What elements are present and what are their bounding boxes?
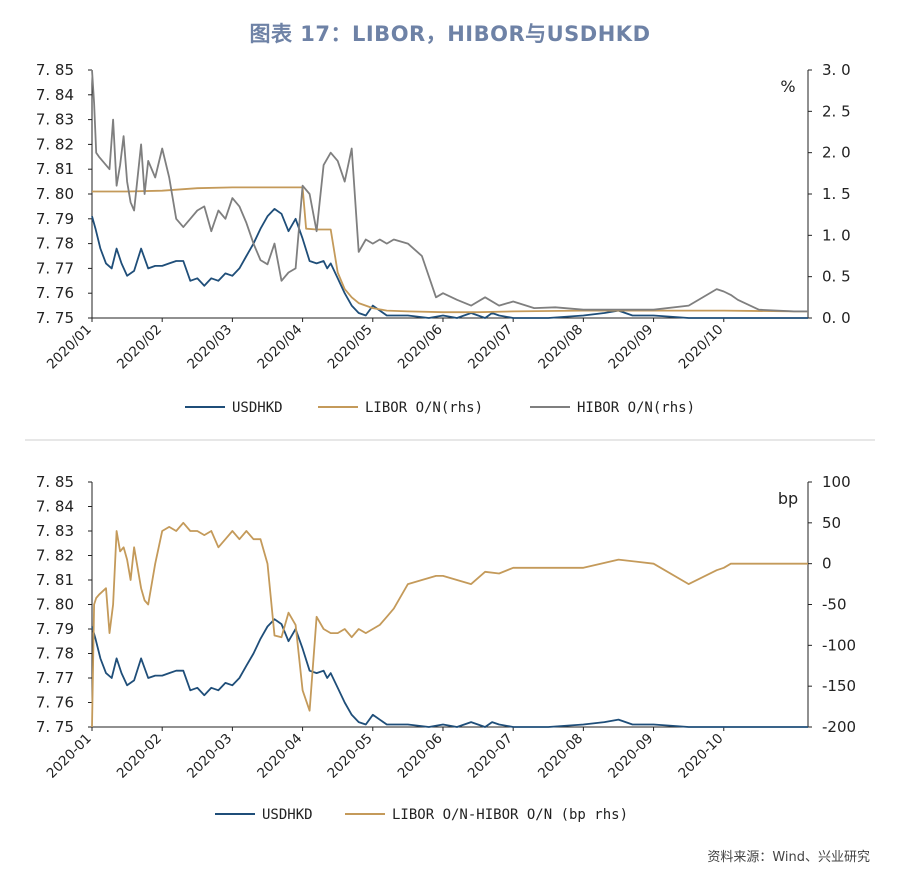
right-tick-label: -150: [822, 677, 856, 695]
x-tick-label: 2020-04: [254, 731, 305, 782]
series-line-hibor: [91, 69, 808, 313]
x-tick-label: 2020-09: [605, 731, 656, 782]
x-tick-label: 2020-01: [44, 731, 95, 782]
left-tick-label: 7. 77: [36, 669, 74, 687]
left-tick-label: 7. 85: [36, 473, 74, 491]
left-tick-label: 7. 82: [36, 547, 74, 565]
right-tick-label: 0. 5: [822, 268, 851, 286]
x-tick-label: 2020-03: [184, 731, 235, 782]
x-tick-label: 2020/04: [254, 322, 305, 373]
series-line-usdhkd: [91, 207, 808, 319]
legend-label: LIBOR O/N-HIBOR O/N (bp rhs): [392, 807, 628, 823]
x-tick-label: 2020-10: [675, 731, 726, 782]
left-tick-label: 7. 78: [36, 645, 74, 663]
legend-1: USDHKD LIBOR O/N(rhs) HIBOR O/N(rhs): [185, 400, 695, 416]
left-tick-label: 7. 76: [36, 694, 74, 712]
series-line-spread: [91, 521, 808, 728]
legend-label: LIBOR O/N(rhs): [365, 400, 483, 416]
right-tick-label: -200: [822, 718, 856, 736]
x-tick-label: 2020/09: [605, 322, 656, 373]
chart-1: 7. 85 7. 84 7. 83 7. 82 7. 81 7. 80 7. 79 7. 78…: [36, 61, 851, 416]
left-tick-label: 7. 81: [36, 160, 74, 178]
right-tick-label: 2. 5: [822, 102, 851, 120]
left-tick-label: 7. 81: [36, 571, 74, 589]
left-tick-label: 7. 84: [36, 498, 74, 516]
x-tick-label: 2020/03: [184, 322, 235, 373]
right-tick-label: 1. 5: [822, 185, 851, 203]
right-tick-label: 100: [822, 473, 851, 491]
right-tick-label: 50: [822, 514, 841, 532]
series-line-libor: [92, 186, 808, 314]
left-tick-label: 7. 85: [36, 61, 74, 79]
right-axis-unit: %: [780, 77, 795, 96]
legend-label: USDHKD: [232, 400, 283, 416]
x-tick-label: 2020-08: [535, 731, 586, 782]
left-tick-label: 7. 77: [36, 259, 74, 277]
page-title: 图表 17：LIBOR，HIBOR与USDHKD: [249, 22, 651, 46]
x-tick-label: 2020/08: [535, 322, 586, 373]
left-tick-label: 7. 76: [36, 284, 74, 302]
legend-2: USDHKD LIBOR O/N-HIBOR O/N (bp rhs): [215, 807, 628, 823]
right-tick-label: 1. 0: [822, 226, 851, 244]
left-tick-label: 7. 75: [36, 309, 74, 327]
right-tick-label: -100: [822, 636, 856, 654]
x-tick-label: 2020/01: [44, 322, 95, 373]
x-tick-label: 2020-07: [465, 731, 516, 782]
left-tick-label: 7. 79: [36, 620, 74, 638]
legend-label: USDHKD: [262, 807, 313, 823]
x-tick-label: 2020-06: [395, 731, 446, 782]
chart-2: 7. 85 7. 84 7. 83 7. 82 7. 81 7. 80 7. 79 7. 78…: [36, 473, 856, 823]
left-tick-label: 7. 75: [36, 718, 74, 736]
left-tick-label: 7. 80: [36, 185, 74, 203]
x-tick-label: 2020-02: [114, 731, 165, 782]
left-tick-label: 7. 80: [36, 596, 74, 614]
x-tick-label: 2020/07: [465, 322, 516, 373]
x-tick-label: 2020-05: [324, 731, 375, 782]
series-line-usdhkd: [91, 618, 808, 728]
x-tick-label: 2020/05: [325, 322, 376, 373]
left-tick-label: 7. 84: [36, 86, 74, 104]
left-tick-label: 7. 82: [36, 135, 74, 153]
right-tick-label: -50: [822, 596, 847, 614]
source-note: 资料来源：Wind、兴业研究: [707, 850, 870, 865]
left-tick-label: 7. 79: [36, 210, 74, 228]
x-tick-label: 2020/02: [114, 322, 165, 373]
left-tick-label: 7. 83: [36, 111, 74, 129]
x-tick-label: 2020/10: [676, 322, 727, 373]
right-tick-label: 0. 0: [822, 309, 851, 327]
left-tick-label: 7. 83: [36, 522, 74, 540]
right-axis-unit: bp: [778, 489, 798, 508]
left-tick-label: 7. 78: [36, 235, 74, 253]
legend-label: HIBOR O/N(rhs): [577, 400, 695, 416]
right-tick-label: 2. 0: [822, 144, 851, 162]
right-tick-label: 0: [822, 555, 832, 573]
right-tick-label: 3. 0: [822, 61, 851, 79]
x-tick-label: 2020/06: [395, 322, 446, 373]
